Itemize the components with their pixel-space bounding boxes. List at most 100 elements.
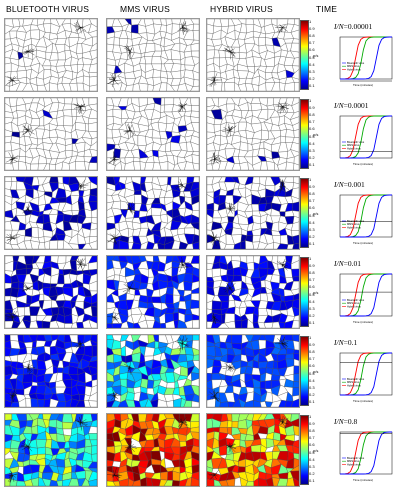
map-cell [171,240,181,249]
hub-link [127,367,131,369]
map-cell [88,479,97,486]
colorbar-tick: 0.2 [309,75,315,81]
map-cell [146,241,155,249]
map-cell [190,39,199,45]
map-cell [166,82,175,91]
hub-link [107,80,115,85]
ratio-symbol: I/N [334,101,344,110]
map-cell [292,216,299,224]
map-cell [211,321,223,328]
map-cell [191,293,199,301]
map-cell [30,118,40,127]
map-cell [87,467,97,473]
map-cell [264,380,272,390]
map-cell [290,256,299,265]
ratio-value: =0.8 [343,417,358,426]
map-cell [37,242,46,249]
map-cell [152,243,159,249]
hub-link [229,446,232,453]
map-cell [277,161,287,170]
hub-link [179,336,183,344]
hub-link [79,185,81,193]
colorbar-label: p/s [313,53,319,58]
map-cell [257,321,266,328]
hub-link [80,185,82,189]
hub-link [114,235,122,239]
legend-label: Hybrid virus [347,383,361,387]
map-cell [165,293,174,304]
hub-link [229,288,233,291]
map-cell [190,384,199,397]
map-cell [180,397,187,407]
hub-link [282,106,284,113]
colorbar [300,20,309,90]
map-cell [213,479,222,486]
map-cell [35,439,47,449]
map-cell [89,19,97,28]
legend-label: Bluetooth virus [347,219,365,223]
hub-link [26,51,29,54]
hub-link [179,418,183,423]
hub-link [228,123,231,131]
hub-link [214,316,216,318]
hub-link [214,475,217,480]
map-cell [207,163,214,170]
map-cell [192,241,199,249]
hub-link [210,396,215,398]
hub-link [112,474,115,476]
map-cell [88,63,97,73]
map-cell [124,161,135,170]
hub-link [12,475,15,482]
hub-link [25,49,29,52]
map-cell [274,162,279,170]
hub-link [11,80,13,82]
map-cell [286,477,295,486]
map-cell [183,50,193,58]
hub-link [282,339,284,344]
hub-link [112,475,115,477]
hub-link [229,130,232,133]
map-cell [62,428,72,436]
map-cell [9,98,18,107]
map-cell [159,161,169,170]
map-cell [185,354,194,362]
hub-link [229,442,232,447]
hub-link [182,343,190,346]
hub-link [10,159,13,161]
figure-row: 1 0.9 0.8 0.7 0.6 0.5 0.4 0.3 0.2 0.1 p/s I/N=0.000… [0,18,400,94]
colorbar-tick: 0.2 [309,233,315,239]
hub-link [182,27,190,30]
map-cell [191,372,199,382]
map-cell [171,19,182,25]
hub-link [22,51,29,55]
map-cell [191,464,199,474]
legend-label: Hybrid virus [347,225,361,229]
hub-link [214,472,218,476]
colorbar-tick: 0.6 [309,47,315,53]
hub-link [129,51,133,53]
map-cell [22,82,34,91]
map-cell [190,222,199,230]
hub-link [110,314,115,318]
map-cell [290,398,299,407]
hub-link [214,391,219,397]
hub-link [179,106,183,112]
map-cell [75,161,86,170]
map-cell [191,130,199,138]
hub-link [282,262,284,265]
ratio-label: I/N=0.001 [334,180,365,189]
bluetooth-map-svg [5,177,97,249]
map-cell [184,319,193,328]
colorbar-tick: 0.3 [309,147,315,153]
bluetooth-map [4,97,98,171]
time-plot-xlabel: Time (minutes) [353,399,373,403]
map-cell [49,479,59,486]
hub-link [80,27,87,31]
map-cell [88,72,97,78]
hub-link [75,105,81,107]
hub-link [114,396,119,400]
hub-link [227,367,231,371]
bluetooth-curve [340,194,392,238]
